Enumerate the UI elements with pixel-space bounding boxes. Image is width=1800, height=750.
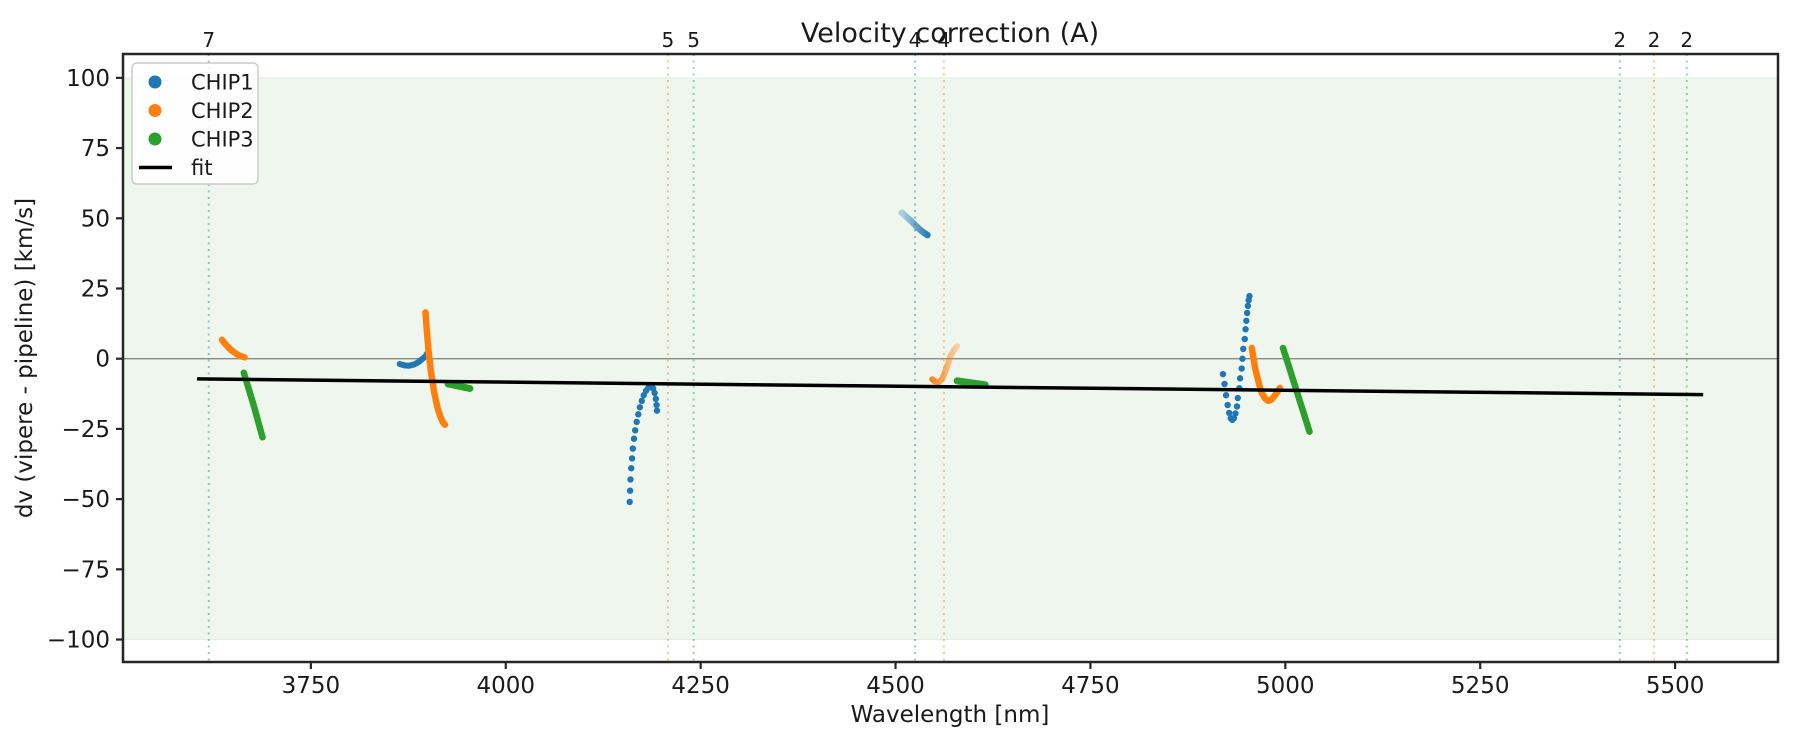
x-tick-label: 4750 <box>1061 673 1120 699</box>
y-tick-label: 0 <box>95 347 110 373</box>
legend-marker-chip2 <box>148 104 162 117</box>
chart-title: Velocity correction (A) <box>801 18 1099 49</box>
y-tick-label: 75 <box>81 136 110 162</box>
legend-box <box>131 62 259 185</box>
order-count-label: 2 <box>1613 28 1626 52</box>
order-count-label: 4 <box>909 28 922 52</box>
x-axis-label: Wavelength [nm] <box>851 702 1050 728</box>
y-axis-label: dv (vipere - pipeline) [km/s] <box>12 198 38 518</box>
fit-line <box>197 377 1704 397</box>
x-tick-label: 3750 <box>282 673 341 699</box>
legend-marker-chip3 <box>148 132 162 146</box>
data-cluster-chip3 <box>444 380 474 392</box>
order-count-label: 7 <box>202 28 215 52</box>
x-tick-label: 5250 <box>1451 673 1510 699</box>
data-cluster-chip2 <box>929 343 961 386</box>
x-tick-label: 5000 <box>1256 673 1315 699</box>
data-cluster-chip1 <box>396 350 430 369</box>
x-tick-label: 4250 <box>671 673 730 699</box>
data-cluster-chip1 <box>1219 292 1253 424</box>
legend: CHIP1 CHIP2 CHIP3 fit <box>131 62 259 185</box>
y-tick-label: 100 <box>66 66 110 92</box>
x-tick-label: 4500 <box>866 673 925 699</box>
data-cluster-chip2 <box>218 336 248 361</box>
order-count-label: 5 <box>662 28 675 52</box>
order-count-label: 5 <box>687 28 700 52</box>
data-cluster-chip2 <box>1248 344 1284 405</box>
x-tick-label: 5500 <box>1646 673 1705 699</box>
y-tick-label: −75 <box>61 557 110 583</box>
y-tick-label: 50 <box>81 206 110 232</box>
y-tick-label: −100 <box>47 628 110 654</box>
y-tick-label: −25 <box>61 417 110 443</box>
order-count-label: 2 <box>1648 28 1661 52</box>
data-cluster-chip3 <box>953 377 989 389</box>
data-cluster-chip1 <box>898 209 931 239</box>
legend-label-chip2: CHIP2 <box>191 99 254 123</box>
order-count-label: 4 <box>938 28 951 52</box>
y-tick-label: −50 <box>61 487 110 513</box>
data-cluster-chip2 <box>422 309 449 428</box>
x-tick-label: 4000 <box>476 673 535 699</box>
y-tick-label: 25 <box>81 276 110 302</box>
legend-label-chip3: CHIP3 <box>191 128 254 152</box>
legend-label-fit: fit <box>191 156 212 180</box>
order-count-label: 2 <box>1680 28 1693 52</box>
legend-label-chip1: CHIP1 <box>191 71 254 95</box>
data-cluster-chip3 <box>240 369 266 441</box>
legend-marker-chip1 <box>148 75 162 89</box>
data-cluster-chip1 <box>626 383 661 506</box>
